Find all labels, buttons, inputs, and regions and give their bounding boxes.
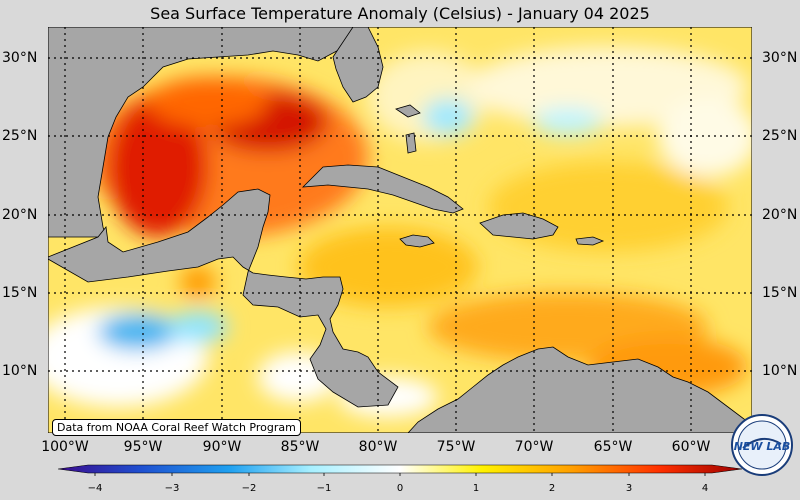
land-masses [48, 27, 752, 433]
lat-label-15n-right: 15°N [762, 285, 798, 301]
colorbar-tick-neg4: −4 [87, 483, 103, 494]
sst-anomaly-map [48, 27, 752, 433]
colorbar-tick-3: 3 [625, 483, 633, 494]
colorbar [58, 464, 742, 476]
lat-label-30n: 30°N [2, 50, 38, 66]
colorbar-tick-1: 1 [472, 483, 480, 494]
graticule [48, 27, 752, 433]
lat-label-20n: 20°N [2, 207, 38, 223]
logo-text: NEW LAB [734, 440, 791, 453]
lat-label-15n: 15°N [2, 285, 38, 301]
colorbar-tick-4: 4 [701, 483, 709, 494]
lon-label-60w: 60°W [671, 439, 711, 455]
lat-label-25n: 25°N [2, 128, 38, 144]
colorbar-tick-neg2: −2 [241, 483, 257, 494]
colorbar-tick-neg3: −3 [164, 483, 180, 494]
lat-label-25n-right: 25°N [762, 128, 798, 144]
lon-label-85w: 85°W [280, 439, 320, 455]
lat-label-10n-right: 10°N [762, 363, 798, 379]
new-lab-logo: NEW LAB [731, 414, 793, 476]
colorbar-tick-0: 0 [396, 483, 404, 494]
lon-label-75w: 75°W [436, 439, 476, 455]
colorbar-tick-neg1: −1 [316, 483, 332, 494]
map-title: Sea Surface Temperature Anomaly (Celsius… [150, 4, 650, 23]
data-credit: Data from NOAA Coral Reef Watch Program [52, 419, 301, 436]
lon-label-95w: 95°W [123, 439, 163, 455]
lon-label-80w: 80°W [358, 439, 398, 455]
lon-label-70w: 70°W [514, 439, 554, 455]
lat-label-30n-right: 30°N [762, 50, 798, 66]
lon-label-90w: 90°W [202, 439, 242, 455]
colorbar-tick-2: 2 [548, 483, 556, 494]
lon-label-65w: 65°W [593, 439, 633, 455]
lat-label-20n-right: 20°N [762, 207, 798, 223]
lat-label-10n: 10°N [2, 363, 38, 379]
lon-label-100w: 100°W [41, 439, 89, 455]
